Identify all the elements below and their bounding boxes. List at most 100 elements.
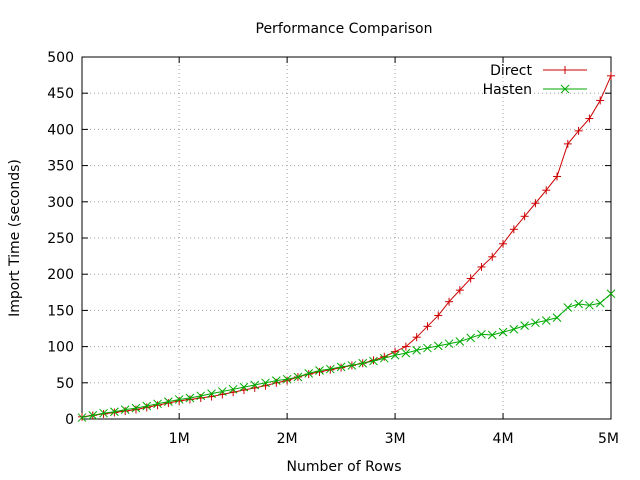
data-point-hasten — [142, 401, 152, 411]
data-point-direct — [607, 71, 615, 80]
data-point-hasten — [455, 337, 465, 346]
data-point-hasten — [487, 330, 497, 340]
y-tick-label: 0 — [65, 412, 74, 428]
data-point-hasten — [531, 318, 540, 328]
data-point-direct — [164, 399, 173, 408]
chart-title: Performance Comparison — [256, 21, 433, 37]
data-point-hasten — [509, 324, 519, 334]
data-point-hasten — [369, 356, 378, 366]
data-point-hasten — [315, 366, 324, 375]
x-tick-label: 1M — [169, 431, 190, 447]
data-point-hasten — [379, 353, 389, 363]
data-point-direct — [401, 342, 410, 351]
data-point-hasten — [541, 316, 551, 325]
data-point-direct — [315, 367, 324, 376]
data-point-direct — [542, 186, 551, 195]
data-point-hasten — [110, 407, 119, 417]
y-tick-label: 450 — [47, 86, 74, 102]
x-tick-label: 3M — [385, 431, 406, 447]
data-point-hasten — [185, 393, 195, 403]
data-point-direct — [553, 172, 562, 181]
data-point-hasten — [196, 391, 206, 401]
data-point-direct — [466, 274, 475, 283]
data-point-hasten — [336, 362, 346, 372]
data-point-hasten — [412, 345, 422, 355]
data-point-direct — [477, 262, 486, 271]
data-point-hasten — [552, 313, 562, 322]
data-point-direct — [445, 297, 454, 306]
x-tick-label: 5M — [598, 431, 619, 447]
data-point-hasten — [228, 384, 238, 394]
data-point-hasten — [261, 378, 270, 388]
data-point-hasten — [433, 341, 443, 351]
data-point-hasten — [239, 382, 249, 392]
data-point-direct — [455, 286, 464, 295]
data-point-direct — [563, 139, 572, 148]
data-point-hasten — [164, 397, 173, 406]
x-axis-label: Number of Rows — [286, 459, 401, 475]
data-point-hasten — [120, 405, 130, 414]
data-point-hasten — [293, 372, 303, 382]
legend-marker-direct — [561, 66, 569, 74]
y-tick-label: 300 — [47, 195, 74, 211]
data-point-hasten — [466, 333, 476, 343]
data-point-hasten — [444, 339, 454, 349]
data-point-direct — [380, 352, 389, 361]
data-point-direct — [596, 96, 605, 105]
y-tick-label: 500 — [47, 50, 74, 66]
y-tick-label: 350 — [47, 159, 74, 175]
data-point-hasten — [477, 329, 486, 339]
data-point-hasten — [304, 369, 314, 378]
data-point-hasten — [563, 303, 573, 312]
series-direct — [78, 71, 615, 421]
data-point-direct — [531, 199, 540, 208]
grid — [82, 57, 611, 419]
data-point-hasten — [250, 380, 260, 390]
y-tick-label: 400 — [47, 122, 74, 138]
legend-label-hasten: Hasten — [483, 82, 532, 98]
data-point-hasten — [520, 321, 529, 330]
data-point-direct — [423, 322, 432, 331]
y-axis-label: Import Time (seconds) — [7, 159, 23, 317]
data-point-direct — [520, 212, 529, 221]
data-point-hasten — [325, 364, 335, 374]
data-point-direct — [488, 252, 497, 261]
legend-label-direct: Direct — [490, 63, 532, 79]
x-tick-label: 2M — [277, 431, 298, 447]
data-point-direct — [412, 333, 421, 342]
data-point-hasten — [88, 411, 98, 420]
y-tick-label: 100 — [47, 340, 74, 356]
data-point-direct — [434, 311, 443, 320]
data-point-direct — [185, 395, 194, 404]
data-point-hasten — [271, 376, 281, 385]
y-tick-label: 250 — [47, 231, 74, 247]
data-point-hasten — [358, 358, 368, 368]
data-point-direct — [585, 114, 594, 123]
data-point-direct — [121, 407, 130, 416]
data-point-hasten — [282, 374, 292, 384]
data-point-hasten — [207, 389, 216, 399]
data-point-direct — [499, 239, 508, 248]
data-point-hasten — [585, 300, 594, 310]
data-point-hasten — [99, 408, 108, 418]
data-point-direct — [131, 405, 140, 414]
legend-marker-hasten — [560, 84, 570, 94]
y-tick-label: 150 — [47, 303, 74, 319]
data-point-direct — [153, 401, 162, 410]
data-point-hasten — [498, 327, 508, 337]
data-point-direct — [283, 376, 292, 385]
data-point-hasten — [401, 348, 411, 358]
data-point-direct — [574, 126, 583, 135]
y-tick-label: 200 — [47, 267, 74, 283]
data-point-direct — [142, 403, 151, 412]
data-point-hasten — [217, 387, 227, 396]
data-point-direct — [175, 396, 184, 405]
data-point-hasten — [595, 298, 605, 308]
data-point-hasten — [390, 350, 400, 360]
data-point-hasten — [347, 361, 357, 370]
data-point-hasten — [77, 413, 87, 422]
data-point-hasten — [131, 403, 141, 413]
data-point-hasten — [606, 289, 616, 299]
series-hasten — [77, 289, 616, 422]
series-line-hasten — [81, 293, 612, 419]
